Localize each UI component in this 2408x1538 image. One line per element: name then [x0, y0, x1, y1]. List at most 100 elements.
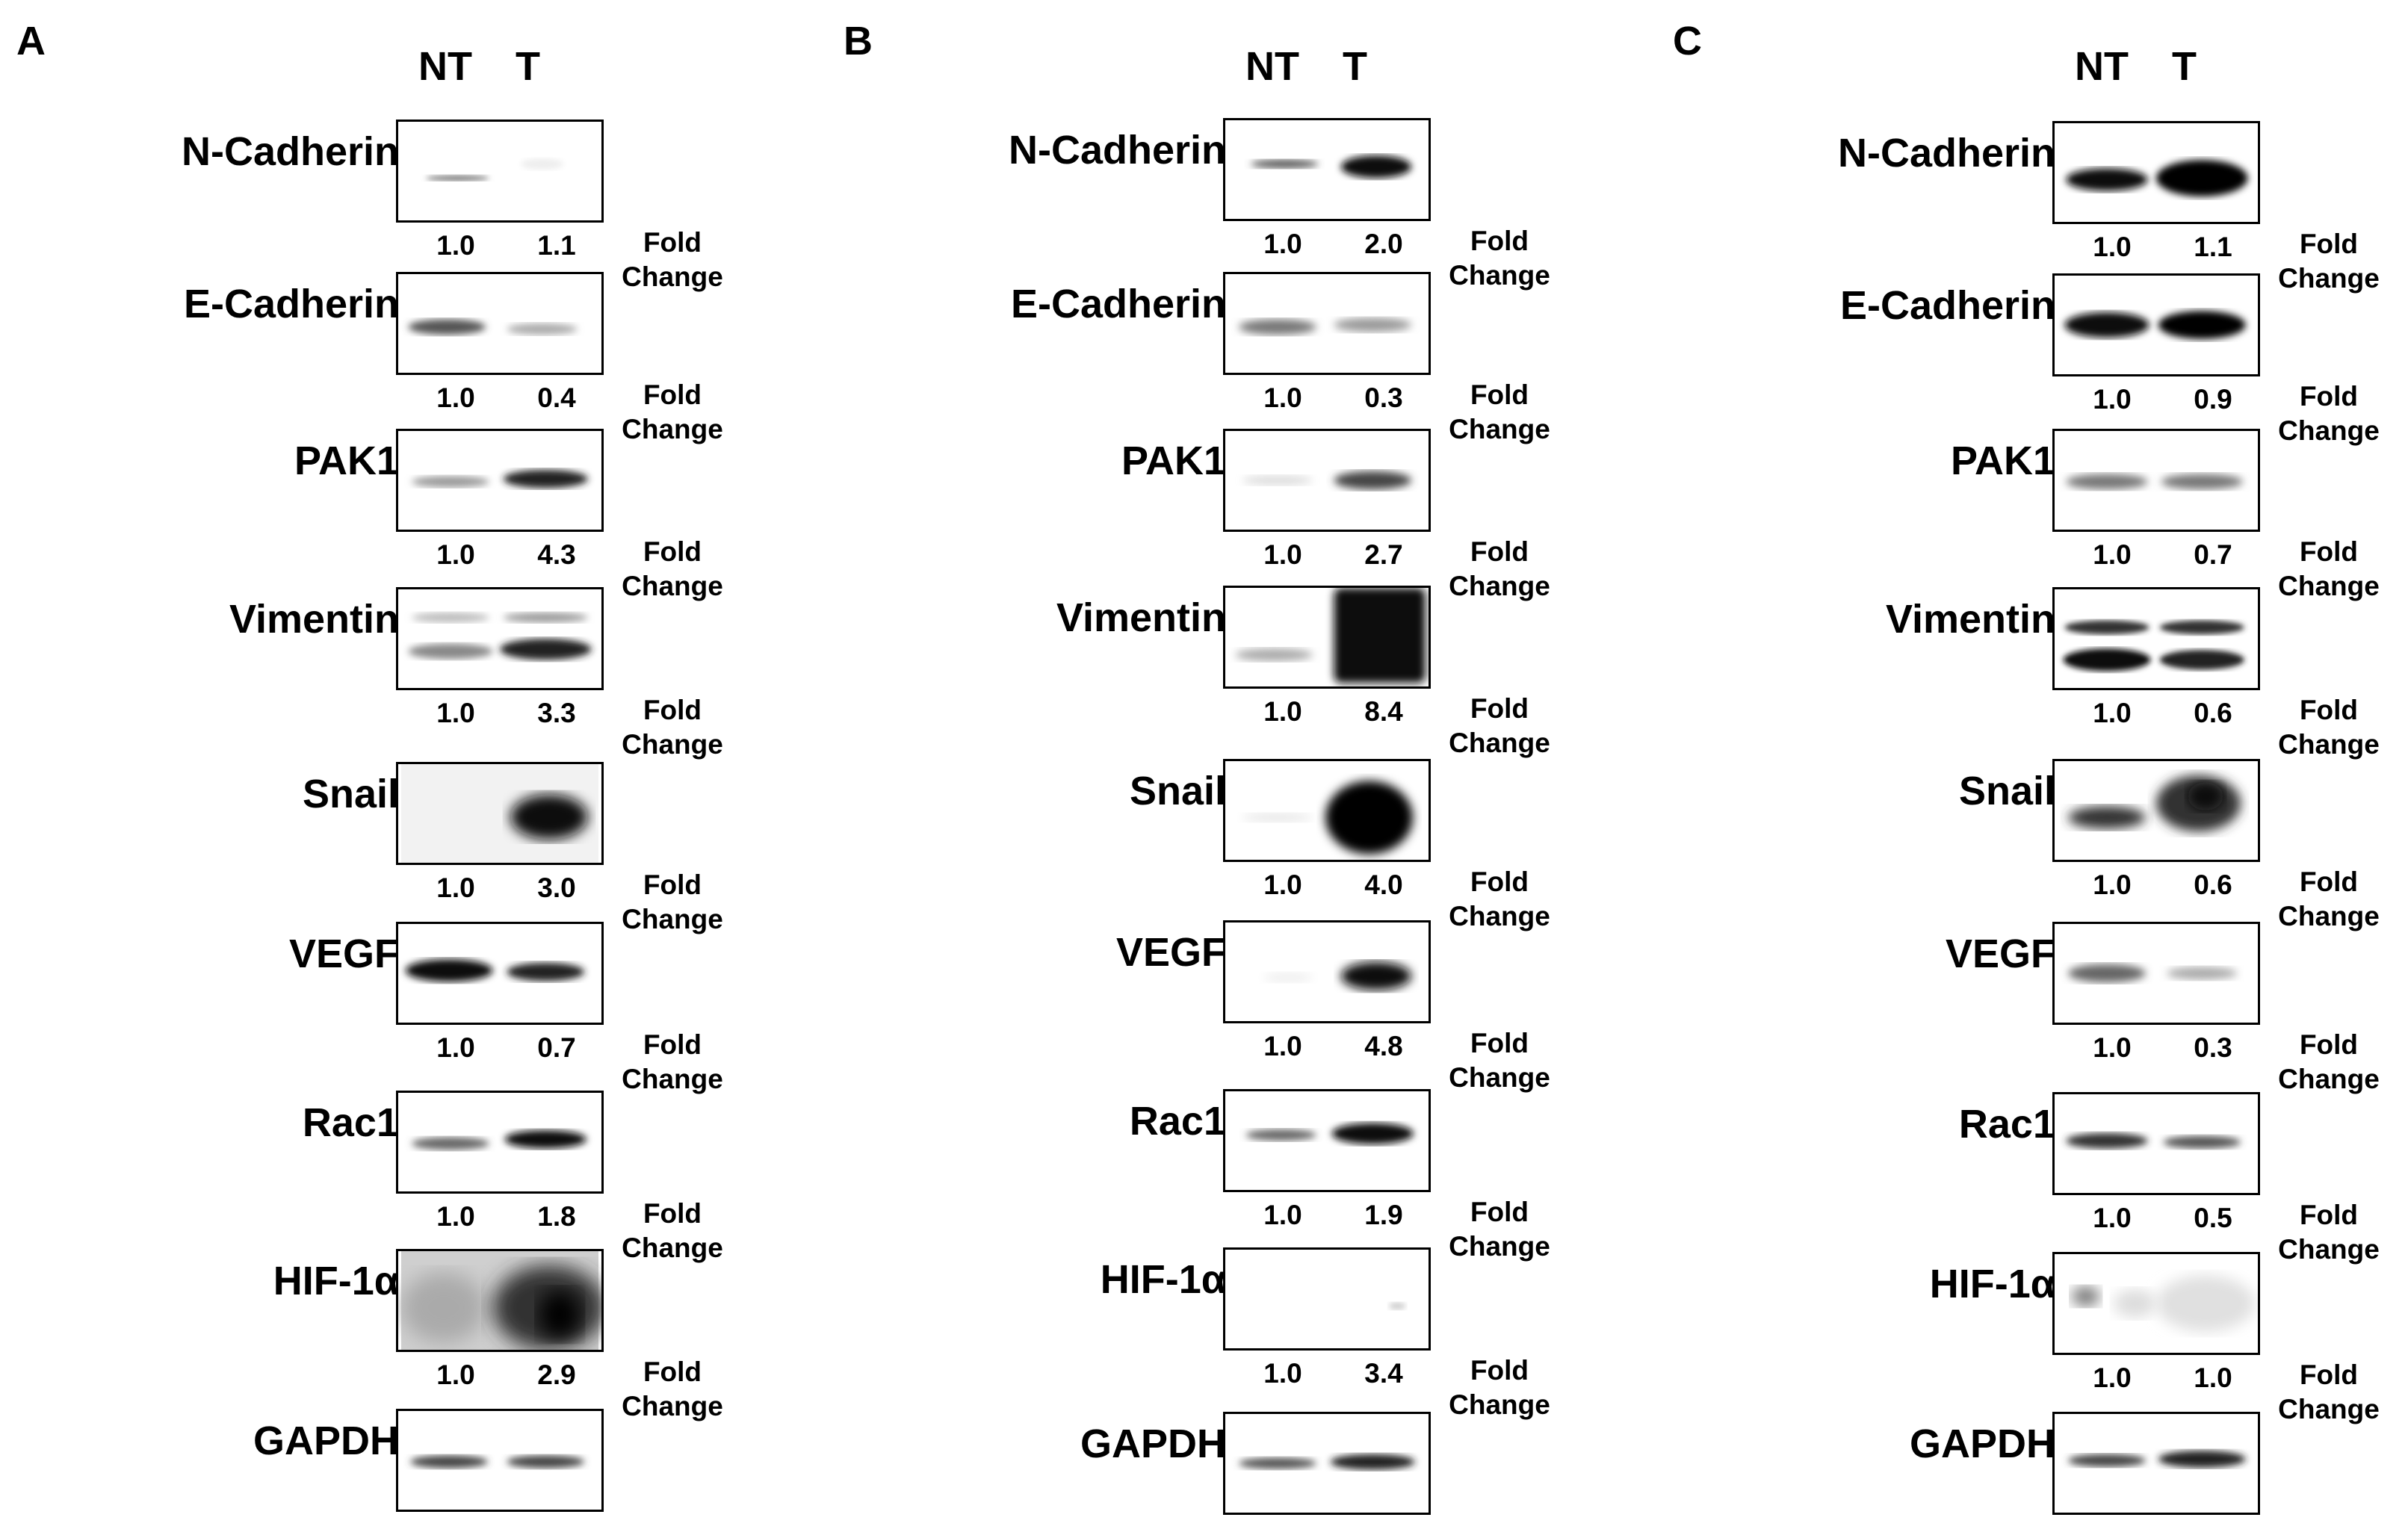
- fold-change-t: 2.7: [1364, 539, 1403, 570]
- blot-image: [396, 1249, 604, 1352]
- fold-change-label: Fold Change: [2278, 1200, 2380, 1265]
- blot-image: [1223, 118, 1431, 221]
- blot-image: [1223, 759, 1431, 862]
- fold-change-nt: 1.0: [1263, 382, 1302, 413]
- fold-change-nt: 1.0: [436, 539, 475, 570]
- fold-change-t: 2.9: [537, 1359, 576, 1390]
- fold-change-label: Fold Change: [1449, 1355, 1550, 1420]
- fold-change-nt: 1.0: [436, 1032, 475, 1063]
- protein-label: Vimentin: [229, 597, 399, 642]
- blot-image: [396, 587, 604, 690]
- fold-change-label: Fold Change: [2278, 1359, 2380, 1424]
- fold-change-t: 0.3: [1364, 382, 1403, 413]
- protein-label: Snail: [1958, 769, 2055, 813]
- fold-change-label: Fold Change: [1449, 693, 1550, 758]
- fold-change-label: Fold Change: [2278, 1029, 2380, 1094]
- protein-label: Rac1: [1958, 1102, 2055, 1147]
- lane-label-nt: NT: [2075, 44, 2129, 89]
- fold-change-t: 1.1: [537, 230, 576, 261]
- fold-change-label: Fold Change: [622, 1198, 723, 1263]
- protein-label: N-Cadherin: [181, 129, 399, 174]
- fold-change-t: 0.9: [2194, 384, 2232, 415]
- blot-image: [396, 429, 604, 532]
- panel-a: A NT T N-Cadherin 1.0 1.1 Fold Change E-…: [0, 0, 802, 1538]
- fold-change-label: Fold Change: [2278, 381, 2380, 446]
- protein-label: Rac1: [302, 1100, 399, 1145]
- fold-change-t: 1.0: [2194, 1362, 2232, 1393]
- panel-letter: B: [844, 19, 873, 63]
- fold-change-label: Fold Change: [1449, 379, 1550, 444]
- blot-image: [1223, 586, 1431, 689]
- fold-change-nt: 1.0: [1263, 696, 1302, 727]
- protein-label: GAPDH: [253, 1418, 399, 1463]
- protein-label: PAK1: [1950, 438, 2055, 483]
- blot-image: [1223, 272, 1431, 375]
- protein-label: HIF-1α: [1100, 1257, 1226, 1302]
- panel-letter: A: [16, 19, 46, 63]
- fold-change-t: 0.6: [2194, 698, 2232, 728]
- fold-change-t: 1.8: [537, 1201, 576, 1232]
- protein-label: Vimentin: [1056, 595, 1226, 640]
- blot-image: [396, 272, 604, 375]
- fold-change-label: Fold Change: [622, 869, 723, 934]
- protein-label: HIF-1α: [1929, 1262, 2055, 1306]
- fold-change-t: 1.9: [1364, 1200, 1403, 1230]
- protein-label: N-Cadherin: [1837, 131, 2055, 176]
- panel-letter: C: [1673, 19, 1702, 63]
- fold-change-label: Fold Change: [2278, 229, 2380, 294]
- protein-label: GAPDH: [1909, 1421, 2055, 1466]
- fold-change-t: 1.1: [2194, 232, 2232, 262]
- fold-change-t: 8.4: [1364, 696, 1403, 727]
- blot-image: [2052, 1412, 2260, 1515]
- blot-image: [2052, 1092, 2260, 1195]
- blot-image: [2052, 587, 2260, 690]
- fold-change-t: 0.7: [537, 1032, 576, 1063]
- fold-change-nt: 1.0: [2093, 1203, 2132, 1233]
- fold-change-t: 0.7: [2194, 539, 2232, 570]
- blot-image: [2052, 759, 2260, 862]
- blot-image: [2052, 922, 2260, 1025]
- lane-label-t: T: [1343, 44, 1367, 89]
- fold-change-nt: 1.0: [1263, 539, 1302, 570]
- blot-image: [2052, 121, 2260, 224]
- protein-label: HIF-1α: [273, 1259, 399, 1303]
- fold-change-t: 4.0: [1364, 869, 1403, 900]
- fold-change-label: Fold Change: [1449, 226, 1550, 291]
- fold-change-nt: 1.0: [1263, 1200, 1302, 1230]
- protein-label: PAK1: [294, 438, 399, 483]
- protein-label: E-Cadherin: [183, 282, 399, 326]
- fold-change-nt: 1.0: [1263, 1031, 1302, 1061]
- blot-image: [1223, 1247, 1431, 1351]
- fold-change-t: 0.5: [2194, 1203, 2232, 1233]
- fold-change-t: 0.4: [537, 382, 576, 413]
- blot-image: [1223, 1089, 1431, 1192]
- protein-label: VEGF: [288, 931, 399, 976]
- fold-change-t: 3.3: [537, 698, 576, 728]
- fold-change-label: Fold Change: [622, 379, 723, 444]
- fold-change-nt: 1.0: [2093, 384, 2132, 415]
- fold-change-nt: 1.0: [2093, 1362, 2132, 1393]
- blot-image: [2052, 429, 2260, 532]
- protein-label: VEGF: [1115, 930, 1226, 975]
- lane-label-nt: NT: [418, 44, 472, 89]
- fold-change-nt: 1.0: [2093, 1032, 2132, 1063]
- protein-label: Snail: [1129, 769, 1226, 813]
- fold-change-nt: 1.0: [436, 872, 475, 903]
- fold-change-label: Fold Change: [622, 227, 723, 292]
- blot-image: [396, 120, 604, 223]
- panel-c: C NT T N-Cadherin 1.0 1.1 Fold Change E-…: [1656, 0, 2408, 1538]
- blot-image: [2052, 1252, 2260, 1355]
- blot-image: [396, 1409, 604, 1512]
- fold-change-label: Fold Change: [622, 1356, 723, 1421]
- fold-change-label: Fold Change: [2278, 695, 2380, 760]
- protein-label: N-Cadherin: [1008, 128, 1226, 173]
- fold-change-label: Fold Change: [1449, 1028, 1550, 1093]
- fold-change-nt: 1.0: [436, 698, 475, 728]
- protein-label: GAPDH: [1080, 1421, 1226, 1466]
- fold-change-nt: 1.0: [2093, 698, 2132, 728]
- fold-change-nt: 1.0: [436, 230, 475, 261]
- fold-change-nt: 1.0: [2093, 869, 2132, 900]
- fold-change-nt: 1.0: [2093, 539, 2132, 570]
- fold-change-t: 3.4: [1364, 1358, 1403, 1389]
- protein-label: Snail: [302, 772, 399, 816]
